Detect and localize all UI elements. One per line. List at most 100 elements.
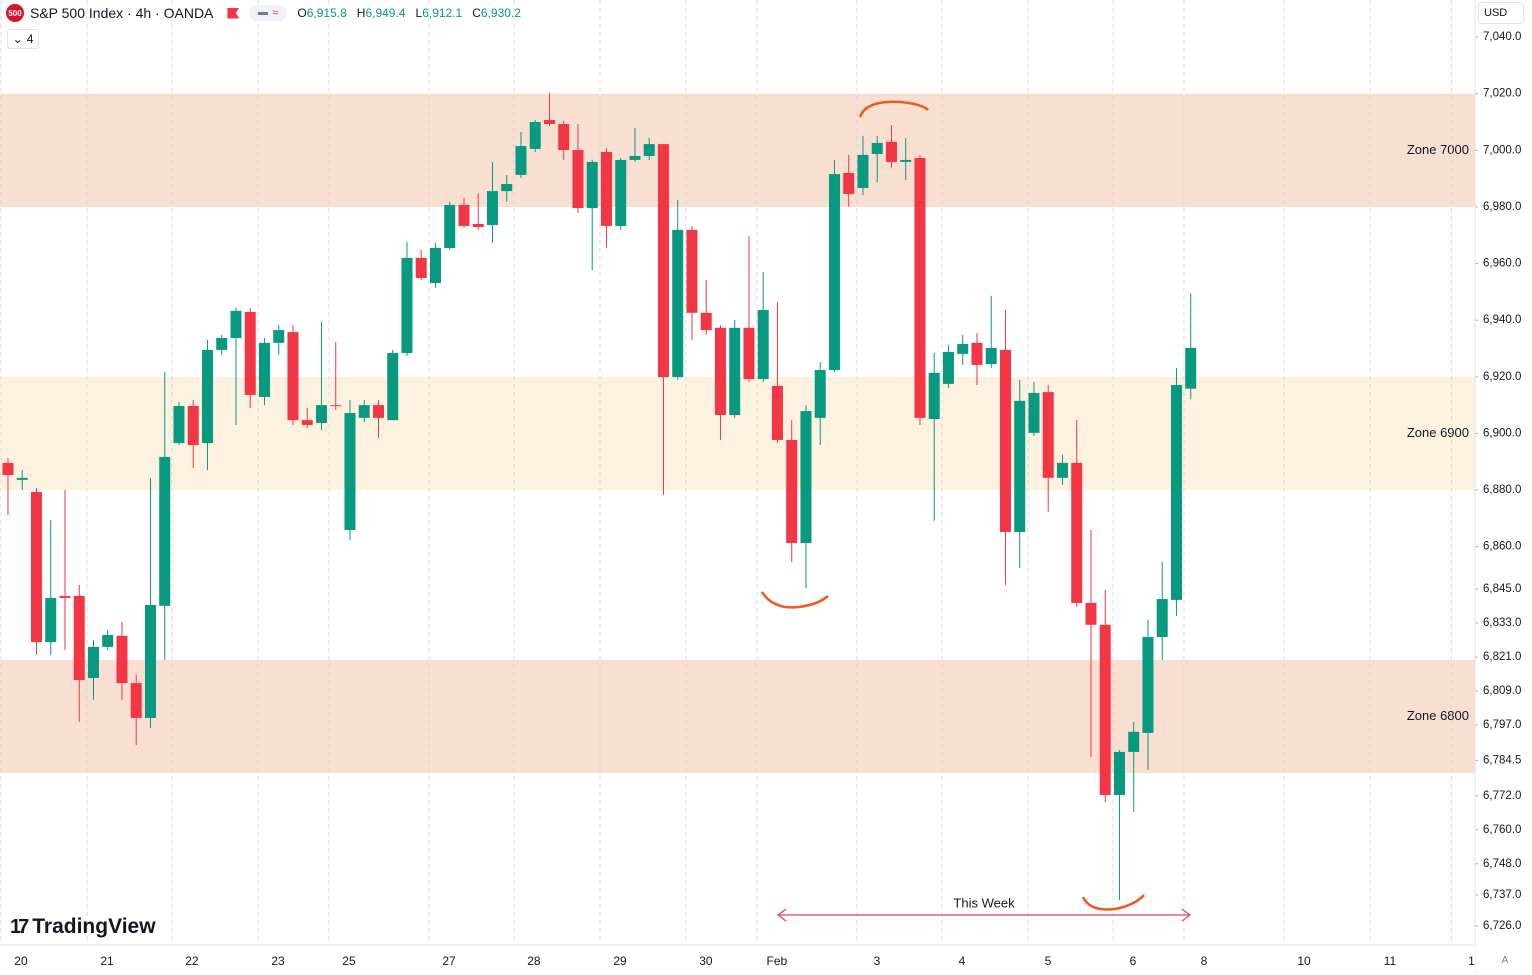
- ohlc-value: 6,915.8: [306, 6, 347, 20]
- candle-body: [843, 172, 855, 194]
- candle-body: [301, 420, 313, 425]
- candle-body: [87, 646, 99, 679]
- ohlc-open: O6,915.8: [297, 6, 346, 20]
- candle-body: [999, 349, 1011, 532]
- status-pill[interactable]: ≈: [249, 5, 288, 21]
- candle-body: [1085, 603, 1097, 625]
- candle-body: [643, 144, 655, 156]
- ohlc-low: L6,912.1: [416, 6, 463, 20]
- ohlc-value: 6,912.1: [422, 6, 463, 20]
- x-tick-label: 25: [342, 954, 356, 968]
- brand: 17 TradingView: [10, 915, 156, 939]
- candle-body: [201, 349, 213, 444]
- candle-body: [1028, 392, 1040, 433]
- indicator-toggle[interactable]: ⌄ 4: [7, 29, 39, 49]
- candle-body: [1128, 731, 1140, 752]
- candle-body: [942, 351, 954, 384]
- candle-body: [244, 311, 256, 395]
- candle-body: [387, 353, 399, 421]
- candle-body: [615, 159, 627, 226]
- y-tick-label: 6,940.0: [1483, 314, 1521, 326]
- y-tick-label: 6,880.0: [1483, 484, 1521, 496]
- candle-body: [144, 604, 156, 718]
- candle-body: [458, 204, 470, 226]
- candle-body: [1156, 599, 1168, 637]
- candle-body: [401, 257, 413, 354]
- x-tick-label: 10: [1297, 954, 1311, 968]
- y-tick-label: 6,920.0: [1483, 371, 1521, 383]
- candle-body: [543, 120, 555, 124]
- time-axis-panel: [0, 945, 1475, 975]
- candle-body: [572, 150, 584, 209]
- candle-body: [1113, 751, 1125, 795]
- x-tick-label: 29: [613, 954, 627, 968]
- candle-body: [358, 405, 370, 418]
- y-tick-label: 7,020.0: [1483, 88, 1521, 100]
- candle-body: [2, 462, 14, 476]
- zone: [0, 93, 1475, 207]
- y-tick-label: 6,797.0: [1483, 719, 1521, 731]
- candle-body: [558, 123, 570, 151]
- candle-body: [1170, 385, 1182, 600]
- ohlc-close: C6,930.2: [472, 6, 521, 20]
- candle-body: [914, 157, 926, 418]
- currency-select[interactable]: USD: [1478, 2, 1524, 24]
- x-tick-label: 8: [1201, 954, 1208, 968]
- candle-body: [672, 229, 684, 378]
- x-tick-label: 3: [874, 954, 881, 968]
- x-tick-label: 22: [185, 954, 199, 968]
- candle-body: [258, 342, 270, 397]
- x-tick-label: 4: [959, 954, 966, 968]
- candle-body: [529, 122, 541, 149]
- candle-body: [729, 327, 741, 416]
- candle-body: [800, 411, 812, 543]
- annotation-text: This Week: [953, 895, 1015, 910]
- candle-body: [885, 141, 897, 162]
- x-tick-label: 21: [100, 954, 114, 968]
- symbol-badge: 500: [6, 4, 24, 22]
- y-tick-label: 7,000.0: [1483, 144, 1521, 156]
- candle-body: [828, 174, 840, 371]
- ohlc-value: 6,949.4: [365, 6, 406, 20]
- brand-name: TradingView: [32, 915, 156, 938]
- candle-body: [714, 327, 726, 416]
- candle-body: [444, 204, 456, 248]
- symbol-title[interactable]: S&P 500 Index · 4h · OANDA: [30, 5, 214, 21]
- x-tick-label: 5: [1045, 954, 1052, 968]
- candle-body: [900, 159, 912, 162]
- y-tick-label: 6,760.0: [1483, 824, 1521, 836]
- y-tick-label: 6,772.0: [1483, 790, 1521, 802]
- candle-body: [187, 405, 199, 446]
- candle-body: [1099, 624, 1111, 795]
- y-tick-label: 6,900.0: [1483, 427, 1521, 439]
- candle-body: [429, 247, 441, 284]
- candle-body: [814, 370, 826, 418]
- y-tick-label: 6,748.0: [1483, 858, 1521, 870]
- candle-body: [102, 635, 114, 647]
- zone-label: Zone 6900: [1407, 425, 1469, 440]
- zone-label: Zone 7000: [1407, 142, 1469, 157]
- flag[interactable]: [227, 7, 240, 19]
- x-tick-label: 28: [527, 954, 541, 968]
- x-tick-label: Feb: [767, 954, 788, 968]
- candle-body: [657, 144, 669, 378]
- candle-body: [486, 191, 498, 226]
- x-tick-label: 6: [1130, 954, 1137, 968]
- candle-body: [16, 477, 28, 480]
- candle-body: [743, 327, 755, 380]
- candle-body: [59, 595, 71, 598]
- arrow-head: [777, 908, 1191, 922]
- auto-scale[interactable]: A: [1501, 955, 1509, 966]
- ohlc-key: H: [356, 6, 366, 20]
- y-tick-label: 6,809.0: [1483, 685, 1521, 697]
- highlight-curve: [760, 591, 829, 609]
- candle-body: [230, 310, 242, 339]
- ohlc-high: H6,949.4: [357, 6, 406, 20]
- candle-body: [871, 142, 883, 155]
- price-axis-panel: [1475, 0, 1532, 975]
- x-tick-label: 23: [271, 954, 285, 968]
- indicator-count: 4: [26, 32, 34, 46]
- candle-body: [372, 405, 384, 418]
